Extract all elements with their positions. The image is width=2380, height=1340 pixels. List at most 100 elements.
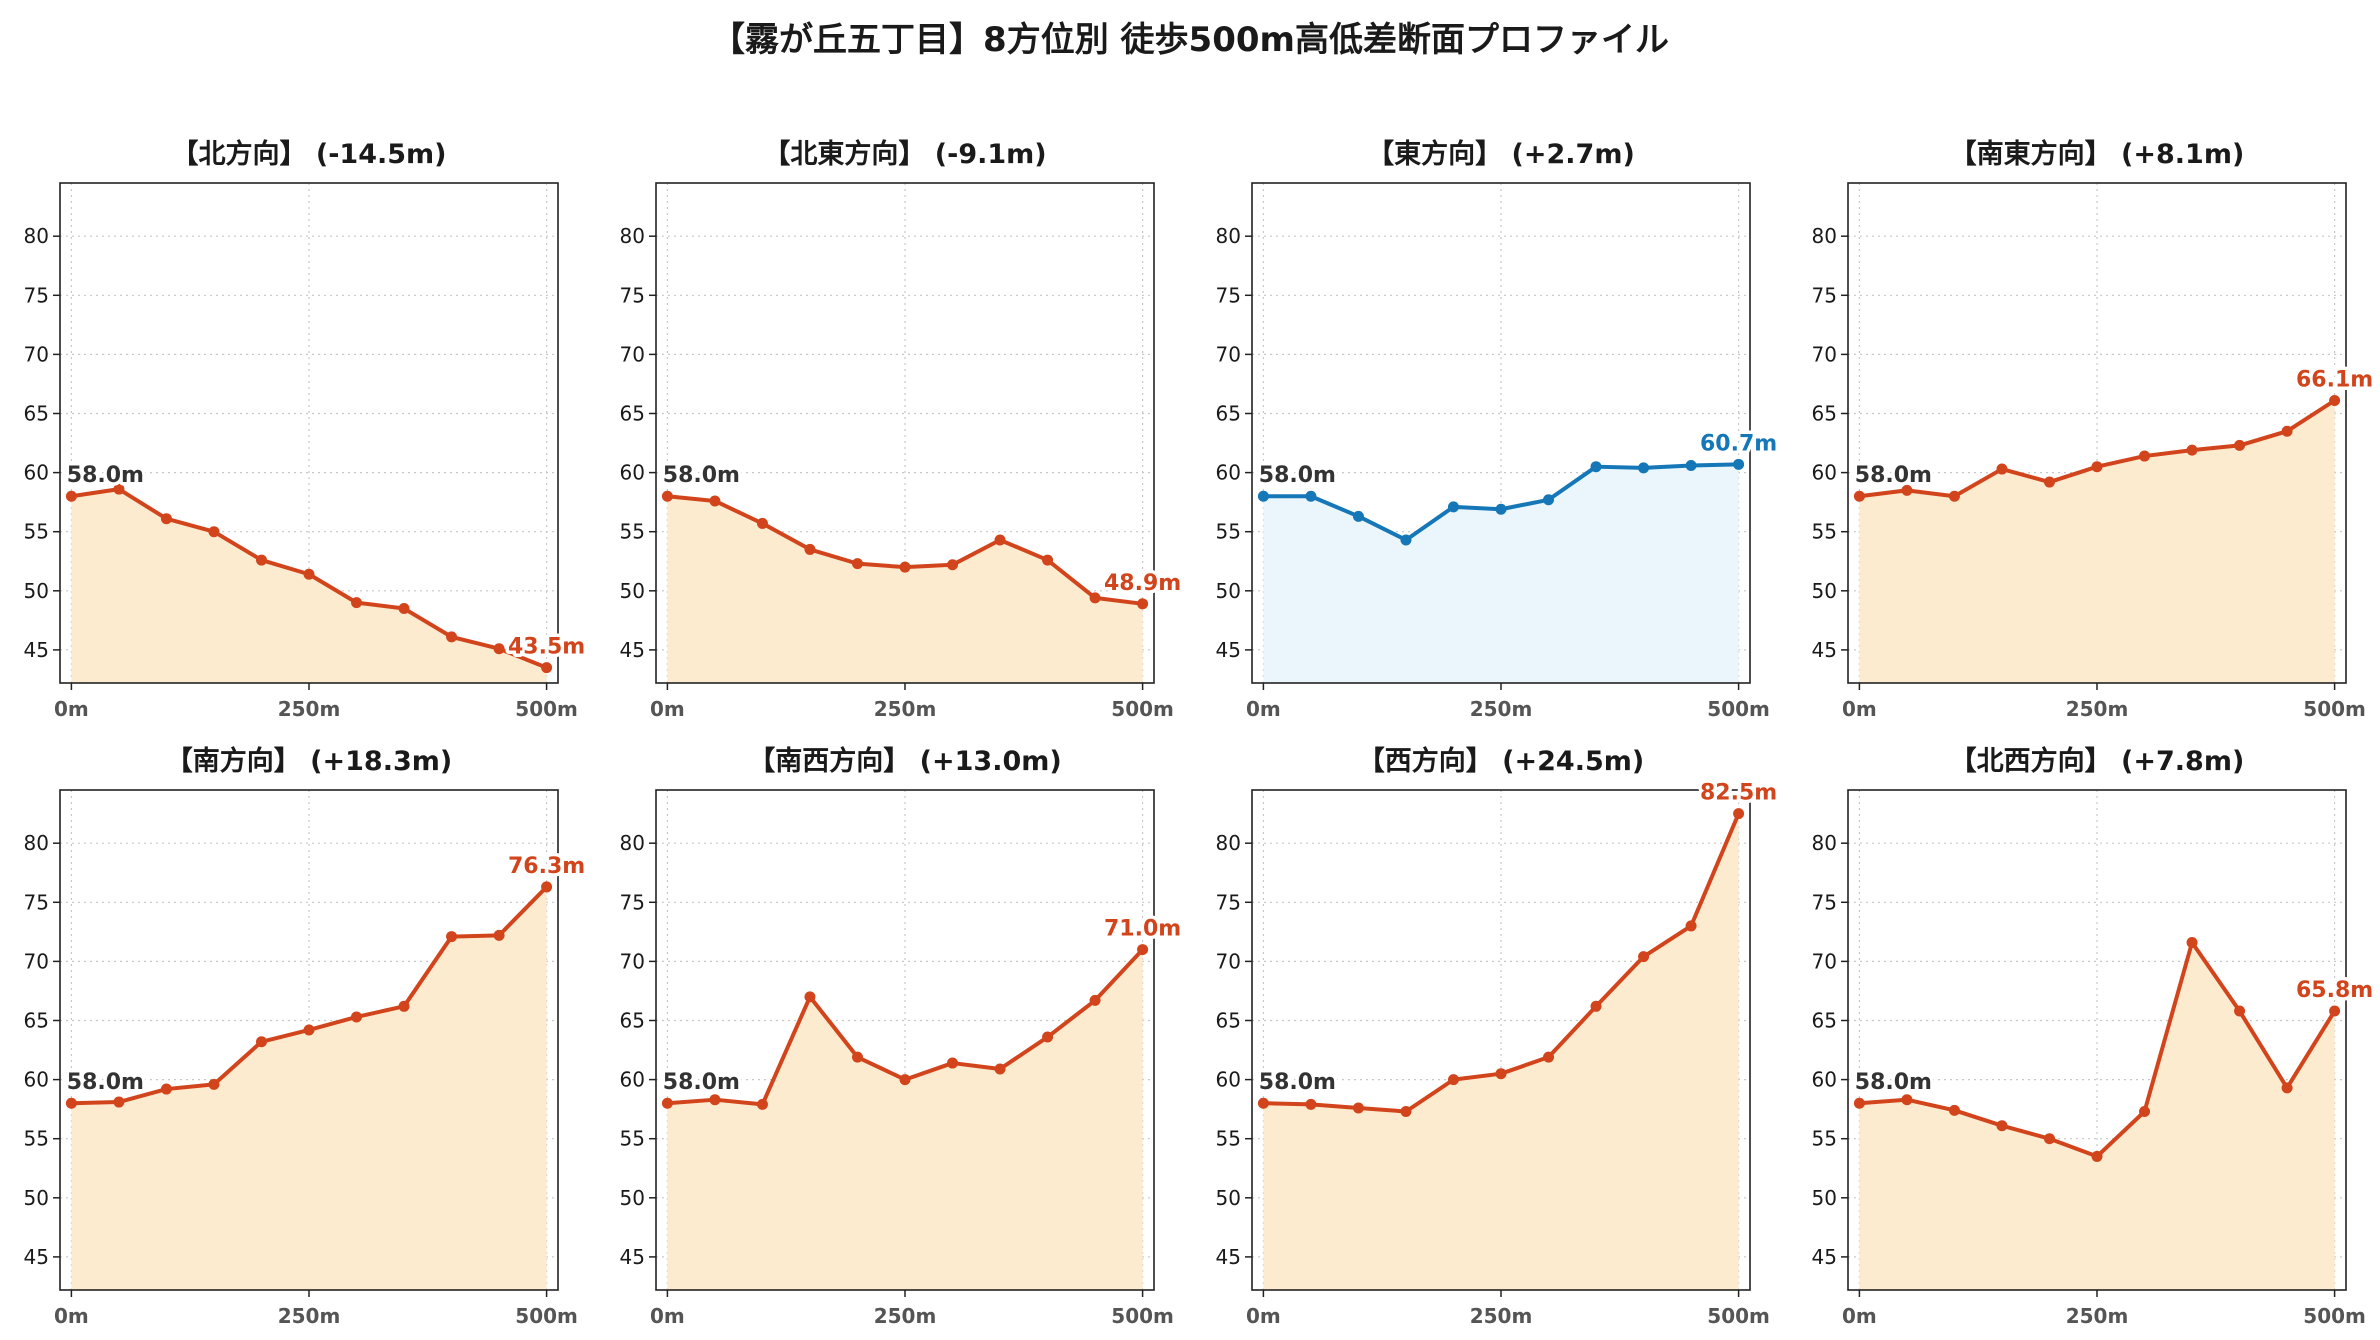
- start-label: 58.0m: [1855, 1070, 1932, 1095]
- data-point: [1590, 461, 1602, 473]
- data-point: [2043, 1133, 2055, 1145]
- data-point: [160, 1083, 172, 1095]
- ytick-label: 45: [1812, 1245, 1837, 1269]
- data-point: [65, 490, 77, 502]
- data-point: [1257, 490, 1269, 502]
- start-label: 58.0m: [663, 1070, 740, 1095]
- ytick-label: 65: [24, 1008, 49, 1032]
- data-point: [1495, 503, 1507, 515]
- start-label: 58.0m: [67, 463, 144, 488]
- ytick-label: 55: [1812, 1127, 1837, 1151]
- area-fill: [71, 886, 547, 1290]
- data-point: [1352, 1102, 1364, 1114]
- data-point: [2329, 394, 2341, 406]
- xtick-label: 500m: [1707, 1304, 1770, 1328]
- ytick-label: 65: [1812, 401, 1837, 425]
- data-point: [351, 597, 363, 609]
- data-point: [1137, 598, 1149, 610]
- subplot-7: 【北西方向】 (+7.8m) 45 50 55 60 65 70 75 80 0m 250m 500m…: [1812, 745, 2377, 1328]
- xtick-label: 0m: [54, 1304, 89, 1328]
- ytick-label: 55: [620, 520, 645, 544]
- data-point: [2139, 450, 2151, 462]
- data-point: [351, 1011, 363, 1023]
- data-point: [804, 543, 816, 555]
- subplot-4: 【南方向】 (+18.3m) 45 50 55 60 65 70 75 80 0m 250m 500m…: [24, 745, 589, 1328]
- xtick-label: 250m: [1470, 697, 1533, 721]
- data-point: [1996, 1120, 2008, 1132]
- data-point: [2186, 444, 2198, 456]
- data-point: [1137, 944, 1149, 956]
- ytick-label: 65: [1216, 1008, 1241, 1032]
- end-label: 65.8m: [2296, 978, 2373, 1003]
- data-point: [1089, 994, 1101, 1006]
- subplot-2: 【東方向】 (+2.7m) 45 50 55 60 65 70 75 80 0m 250m 500m 5…: [1216, 138, 1781, 721]
- data-point: [1543, 1051, 1555, 1063]
- ytick-label: 75: [1216, 890, 1241, 914]
- data-point: [947, 1057, 959, 1069]
- subplot-title: 【東方向】 (+2.7m): [1367, 138, 1635, 170]
- ytick-label: 55: [1216, 1127, 1241, 1151]
- start-label: 58.0m: [663, 463, 740, 488]
- ytick-label: 80: [620, 224, 645, 248]
- data-point: [1305, 1098, 1317, 1110]
- ytick-label: 60: [1812, 461, 1837, 485]
- data-point: [709, 1094, 721, 1106]
- data-point: [2139, 1106, 2151, 1118]
- data-point: [398, 603, 410, 615]
- ytick-label: 70: [620, 342, 645, 366]
- data-point: [1042, 554, 1054, 566]
- ytick-label: 75: [620, 283, 645, 307]
- data-point: [1638, 951, 1650, 963]
- ytick-label: 55: [24, 1127, 49, 1151]
- ytick-label: 75: [1812, 890, 1837, 914]
- subplot-title: 【南東方向】 (+8.1m): [1950, 138, 2245, 170]
- ytick-label: 80: [1812, 831, 1837, 855]
- data-point: [446, 631, 458, 643]
- area-fill: [667, 949, 1143, 1290]
- xtick-label: 0m: [1246, 1304, 1281, 1328]
- start-label: 58.0m: [1259, 1070, 1336, 1095]
- ytick-label: 70: [1812, 342, 1837, 366]
- xtick-label: 0m: [650, 697, 685, 721]
- data-point: [2043, 476, 2055, 488]
- ytick-label: 65: [1812, 1008, 1837, 1032]
- ytick-label: 45: [1216, 1245, 1241, 1269]
- xtick-label: 250m: [278, 1304, 341, 1328]
- ytick-label: 45: [620, 638, 645, 662]
- data-point: [113, 1096, 125, 1108]
- area-fill: [1859, 400, 2335, 683]
- ytick-label: 45: [24, 638, 49, 662]
- area-fill: [1263, 813, 1739, 1290]
- area-fill: [667, 496, 1143, 683]
- data-point: [1352, 510, 1364, 522]
- xtick-label: 500m: [1111, 697, 1174, 721]
- ytick-label: 45: [1216, 638, 1241, 662]
- data-point: [1685, 920, 1697, 932]
- data-point: [1543, 494, 1555, 506]
- ytick-label: 60: [1216, 1068, 1241, 1092]
- data-point: [65, 1097, 77, 1109]
- data-point: [303, 1024, 315, 1036]
- ytick-label: 80: [620, 831, 645, 855]
- area-fill: [71, 489, 547, 683]
- xtick-label: 500m: [1707, 697, 1770, 721]
- data-point: [1590, 1000, 1602, 1012]
- data-point: [493, 929, 505, 941]
- data-point: [756, 517, 768, 529]
- ytick-label: 60: [24, 1068, 49, 1092]
- data-point: [947, 559, 959, 571]
- xtick-label: 250m: [874, 697, 937, 721]
- data-point: [208, 526, 220, 538]
- xtick-label: 0m: [1842, 1304, 1877, 1328]
- ytick-label: 50: [1812, 579, 1837, 603]
- ytick-label: 60: [620, 461, 645, 485]
- xtick-label: 0m: [54, 697, 89, 721]
- data-point: [1901, 1094, 1913, 1106]
- end-label: 60.7m: [1700, 431, 1777, 456]
- data-point: [899, 561, 911, 573]
- ytick-label: 50: [24, 579, 49, 603]
- ytick-label: 70: [1216, 949, 1241, 973]
- ytick-label: 80: [1812, 224, 1837, 248]
- ytick-label: 45: [1812, 638, 1837, 662]
- ytick-label: 65: [620, 1008, 645, 1032]
